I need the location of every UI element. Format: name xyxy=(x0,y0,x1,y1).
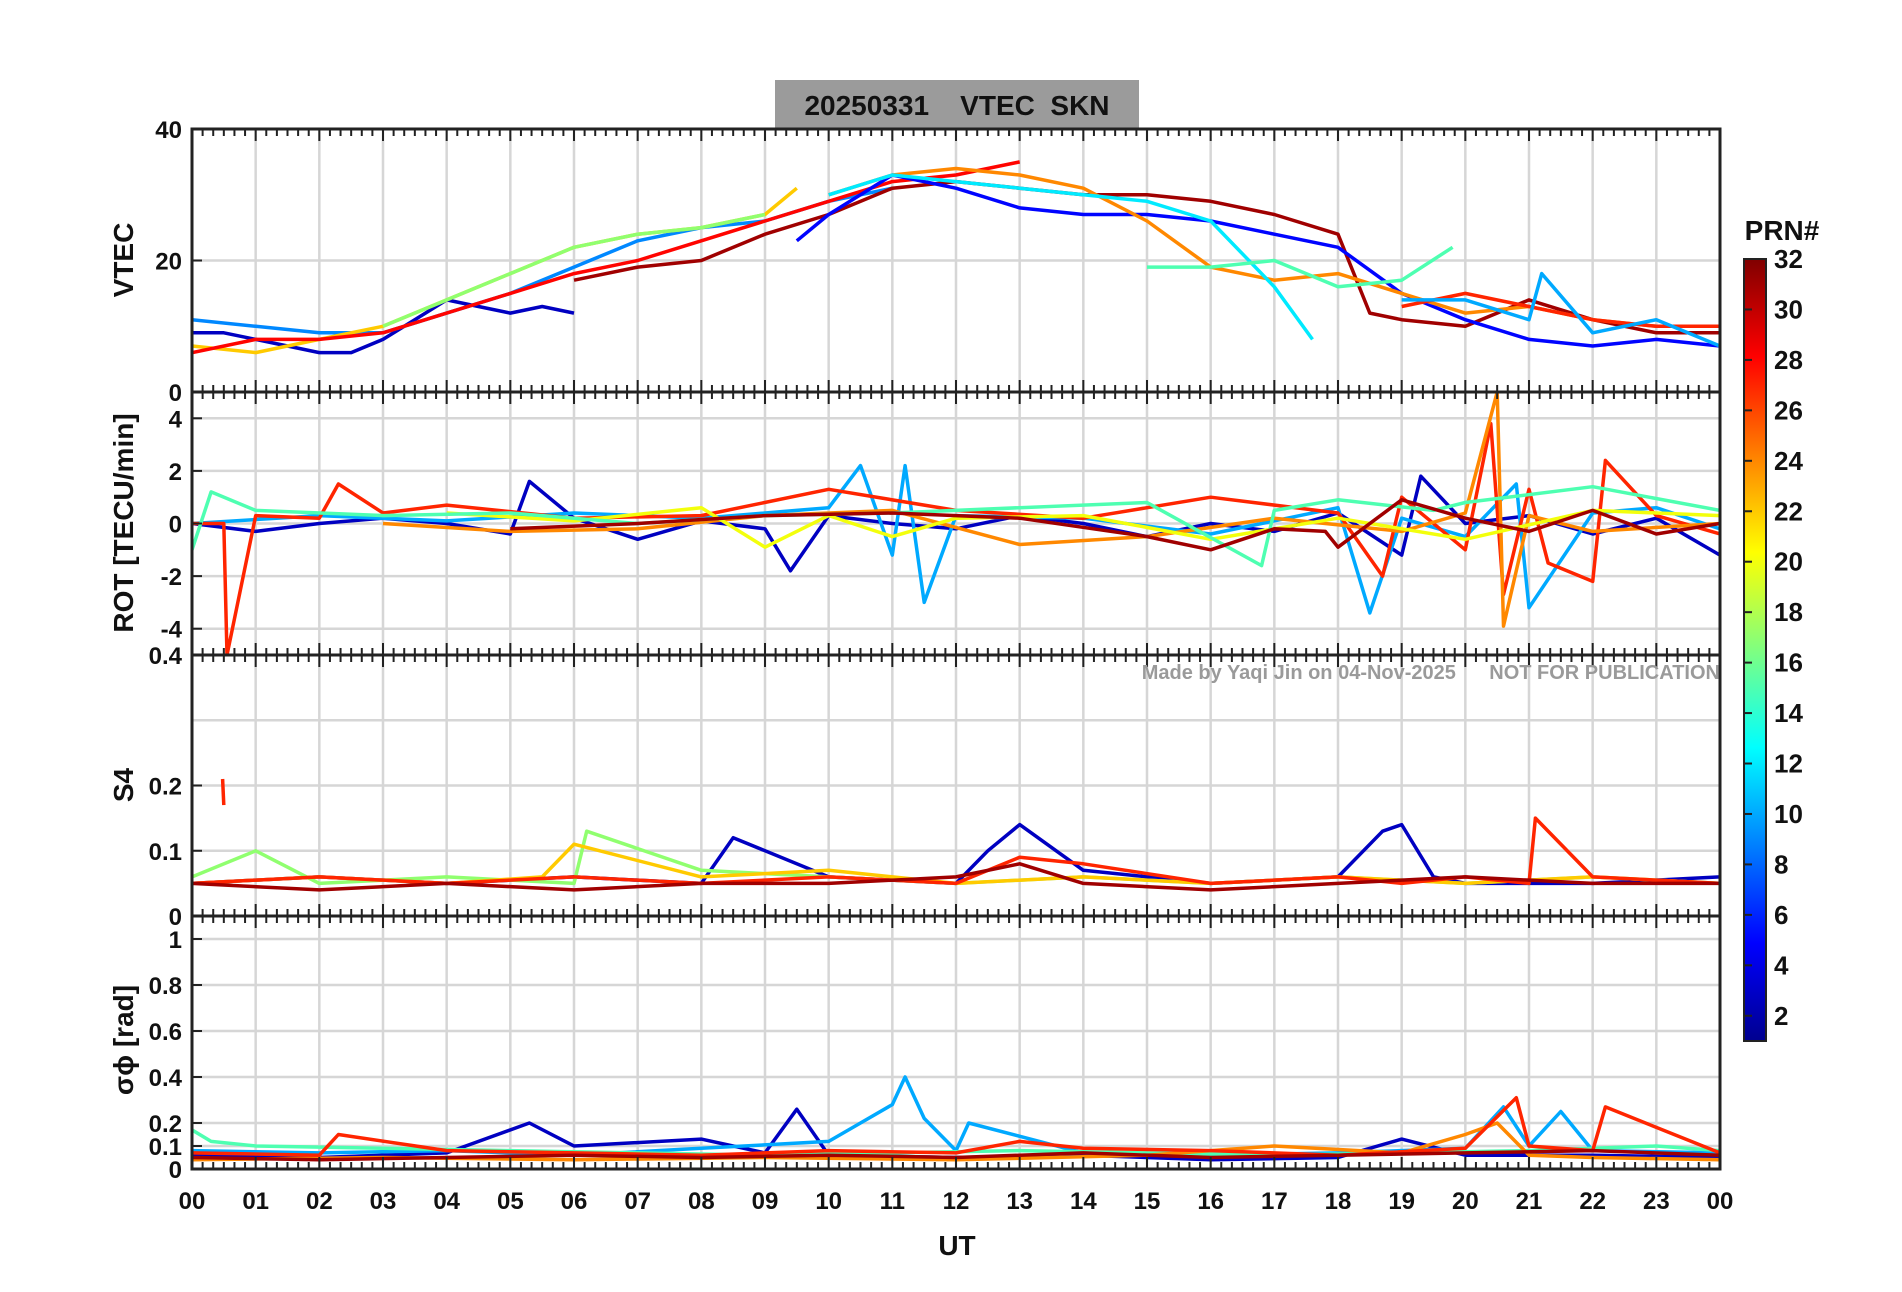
x-tick-label: 17 xyxy=(1261,1188,1288,1215)
colorbar-tick-label: 12 xyxy=(1774,749,1803,779)
y-tick-label: 1 xyxy=(169,927,182,954)
colorbar-tick-label: 2 xyxy=(1774,1001,1788,1031)
x-tick-label: 15 xyxy=(1134,1188,1161,1215)
colorbar-tick-label: 14 xyxy=(1774,698,1803,728)
y-axis-label: VTEC xyxy=(108,223,139,298)
y-tick-label: 0 xyxy=(169,512,182,539)
series-line-prn-27 xyxy=(220,778,226,806)
series-line-prn-15 xyxy=(192,484,1720,568)
x-tick-label: 16 xyxy=(1197,1188,1224,1215)
y-tick-label: 0.2 xyxy=(149,774,182,801)
colorbar-tick-label: 32 xyxy=(1774,244,1803,274)
colorbar-tick-label: 24 xyxy=(1774,446,1803,476)
chart-title: 20250331 VTEC SKN xyxy=(804,90,1109,121)
colorbar-tick-label: 26 xyxy=(1774,395,1803,425)
y-tick-label: 0.8 xyxy=(149,973,182,1000)
y-tick-label: 0 xyxy=(169,904,182,931)
y-tick-label: 40 xyxy=(155,117,182,144)
y-tick-label: -4 xyxy=(161,617,183,644)
y-tick-label: 20 xyxy=(155,249,182,276)
y-tick-label: 4 xyxy=(169,406,183,433)
colorbar-tick-label: 8 xyxy=(1774,849,1788,879)
x-tick-label: 12 xyxy=(943,1188,970,1215)
x-tick-label: 01 xyxy=(242,1188,269,1215)
series-line-prn-10 xyxy=(1401,271,1720,348)
series-line-prn-27 xyxy=(192,816,1720,886)
panel-vtec: 0 20 40 VTEC xyxy=(108,117,1722,407)
colorbar-tick-label: 4 xyxy=(1774,950,1789,980)
series-line-prn-28 xyxy=(192,160,1021,355)
series-line-prn-31 xyxy=(510,498,1720,552)
colorbar-label: PRN# xyxy=(1745,215,1820,246)
series-line-prn-17 xyxy=(382,212,766,328)
y-tick-label: 0.4 xyxy=(149,1065,183,1092)
x-tick-label: 08 xyxy=(688,1188,715,1215)
series-line-prn-20 xyxy=(446,505,1720,549)
x-tick-label: 00 xyxy=(179,1188,206,1215)
series-line-prn-31 xyxy=(192,862,1720,892)
panel-s4: 0 0.1 0.2 0.4 S4 xyxy=(108,643,1722,931)
x-tick-labels: 00 01 02 03 04 05 06 07 08 09 10 11 12 13 14 15 16 17 18 19… xyxy=(179,1188,1734,1215)
colorbar-tick-label: 20 xyxy=(1774,547,1803,577)
title-box: 20250331 VTEC SKN xyxy=(775,80,1139,128)
x-tick-label: 20 xyxy=(1452,1188,1479,1215)
x-tick-label: 03 xyxy=(370,1188,397,1215)
x-tick-label: 10 xyxy=(815,1188,842,1215)
series-line-prn-27 xyxy=(192,1095,1720,1157)
y-tick-label: 0.2 xyxy=(149,1111,182,1138)
y-axis-label: S4 xyxy=(108,767,139,802)
y-axis-label: ROT [TECU/min] xyxy=(108,413,139,632)
y-tick-label: 0.4 xyxy=(149,643,183,670)
watermark: Made by Yaqi Jin on 04-Nov-2025 NOT FOR … xyxy=(1142,662,1720,684)
x-tick-label: 09 xyxy=(752,1188,779,1215)
colorbar-tick-label: 16 xyxy=(1774,648,1803,678)
panel-sigma_phi: 00.10.2 0.4 0.6 0.8 1 σϕ [rad] xyxy=(108,914,1722,1184)
x-tick-label: 00 xyxy=(1707,1188,1734,1215)
series-line-prn-15 xyxy=(1147,245,1454,289)
x-tick-label: 21 xyxy=(1516,1188,1543,1215)
colorbar-tick-label: 10 xyxy=(1774,799,1803,829)
x-tick-label: 23 xyxy=(1643,1188,1670,1215)
y-tick-label: 0.6 xyxy=(149,1019,182,1046)
colorbar-tick-label: 30 xyxy=(1774,294,1803,324)
x-tick-label: 11 xyxy=(880,1188,905,1215)
x-tick-label: 06 xyxy=(561,1188,588,1215)
colorbar-tick-label: 6 xyxy=(1774,900,1788,930)
y-tick-label: -2 xyxy=(161,564,182,591)
x-axis-label: UT xyxy=(938,1230,975,1261)
x-tick-label: 22 xyxy=(1579,1188,1606,1215)
x-tick-label: 13 xyxy=(1006,1188,1033,1215)
x-tick-label: 14 xyxy=(1070,1188,1097,1215)
series-line-prn-12 xyxy=(828,173,1314,341)
y-tick-label: 0 xyxy=(169,380,182,407)
y-axis-label: σϕ [rad] xyxy=(108,985,139,1095)
colorbar-tick-label: 18 xyxy=(1774,597,1803,627)
panel-rot: -4 -2 0 2 4 ROT [TECU/min] xyxy=(108,390,1722,657)
y-tick-label: 2 xyxy=(169,459,182,486)
series-line-prn-5 xyxy=(795,173,1720,348)
colorbar-gradient xyxy=(1743,258,1767,1042)
colorbar-tick-label: 28 xyxy=(1774,345,1803,375)
y-tick-label: 0.1 xyxy=(149,1134,182,1161)
colorbar-tick-label: 22 xyxy=(1774,496,1803,526)
y-tick-label: 0.1 xyxy=(149,839,182,866)
x-tick-label: 19 xyxy=(1388,1188,1415,1215)
x-tick-label: 05 xyxy=(497,1188,524,1215)
x-tick-label: 07 xyxy=(624,1188,651,1215)
x-tick-label: 04 xyxy=(433,1188,460,1215)
x-tick-label: 18 xyxy=(1325,1188,1352,1215)
y-tick-label: 0 xyxy=(169,1157,182,1184)
x-tick-label: 02 xyxy=(306,1188,333,1215)
series-line-prn-27 xyxy=(1401,291,1720,329)
